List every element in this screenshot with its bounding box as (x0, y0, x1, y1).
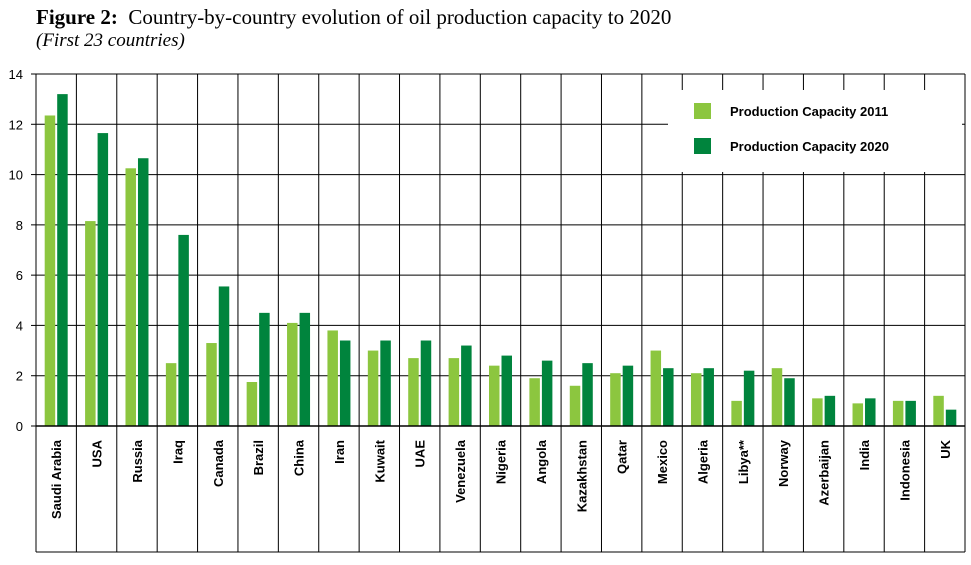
y-tick-label: 0 (16, 419, 23, 434)
bar-2020 (945, 409, 957, 426)
bar-2011 (287, 322, 298, 426)
bar-2020 (97, 133, 109, 427)
figure-title: Figure 2: Country-by-country evolution o… (36, 4, 671, 30)
x-tick-label: Canada (211, 439, 226, 487)
x-tick-label: Kuwait (372, 439, 387, 482)
legend: Production Capacity 2011 Production Capac… (668, 90, 962, 172)
figure-subtitle: (First 23 countries) (36, 30, 185, 51)
bar-2020 (380, 340, 391, 426)
bar-2020 (137, 158, 149, 426)
x-tick-label: Algeria (695, 439, 710, 484)
bar-2020 (905, 400, 916, 426)
legend-swatch-2011 (694, 103, 711, 119)
bar-2011 (367, 350, 379, 426)
figure-title-text: Country-by-country evolution of oil prod… (128, 5, 672, 29)
bar-2011 (85, 221, 96, 426)
bar-2020 (582, 363, 593, 426)
x-tick-labels: Saudi Arabia USA Russia Iraq Canada Brazil Chi… (49, 439, 953, 519)
x-tick-label: Norway (776, 439, 791, 487)
y-tick-label: 14 (9, 67, 23, 82)
x-tick-label: Libya** (736, 439, 751, 484)
bar-2020 (420, 340, 432, 426)
x-tick-label: Saudi Arabia (49, 439, 64, 519)
bar-2011 (125, 168, 136, 427)
bar-2020 (541, 360, 553, 426)
x-tick-label: Nigeria (494, 439, 509, 484)
x-tick-label: India (857, 439, 872, 470)
x-tick-label: Iran (332, 440, 347, 464)
x-tick-label: Indonesia (897, 439, 912, 500)
bar-2020 (622, 365, 634, 426)
x-tick-label: China (292, 439, 307, 476)
bar-2011 (690, 373, 702, 426)
x-tick-label: USA (90, 439, 105, 467)
x-tick-label: Russia (130, 439, 145, 482)
figure-heading: Figure 2: Country-by-country evolution o… (36, 4, 671, 52)
bar-2011 (165, 363, 177, 426)
x-tick-label: Qatar (615, 440, 630, 474)
x-tick-label: Venezuela (453, 439, 468, 503)
bar-2020 (178, 234, 189, 426)
y-tick-label: 4 (16, 318, 23, 333)
bar-2020 (218, 286, 230, 426)
bar-2011 (812, 398, 823, 426)
bar-2011 (246, 382, 258, 426)
bar-2020 (299, 312, 311, 426)
bar-2011 (771, 368, 783, 426)
legend-box (668, 90, 962, 172)
bar-2020 (663, 368, 674, 426)
x-tick-label: Azerbaijan (817, 440, 832, 506)
bar-2020 (865, 398, 876, 426)
bar-2011 (206, 343, 217, 426)
bar-2011 (448, 358, 460, 426)
x-tick-label: Mexico (655, 440, 670, 484)
x-tick-label: UK (938, 439, 953, 458)
x-tick-label: Angola (534, 439, 549, 484)
bar-2011 (489, 365, 500, 426)
x-tick-label: Brazil (251, 440, 266, 475)
figure-label: Figure 2: (36, 5, 118, 29)
legend-swatch-2020 (694, 138, 711, 154)
x-tick-label: Iraq (170, 440, 185, 464)
bar-2011 (327, 330, 338, 426)
y-tick-label: 10 (9, 168, 23, 183)
y-tick-label: 12 (9, 117, 23, 132)
bar-2011 (933, 395, 944, 426)
bar-2020 (703, 368, 714, 426)
y-tick-label: 2 (16, 369, 23, 384)
bar-2011 (44, 115, 56, 426)
bar-2020 (339, 340, 351, 426)
bar-2011 (408, 358, 419, 426)
bar-2011 (852, 403, 864, 426)
bar-2011 (610, 373, 621, 426)
y-tick-label: 8 (16, 218, 23, 233)
legend-label-2020: Production Capacity 2020 (730, 139, 889, 154)
bar-2011 (529, 378, 540, 426)
bar-2020 (743, 370, 755, 426)
bar-2020 (461, 345, 472, 426)
y-tick-labels: 0 2 4 6 8 10 12 14 (9, 67, 23, 434)
bar-2011 (892, 400, 904, 426)
bar-2011 (569, 385, 581, 426)
x-tick-label: Kazakhstan (574, 440, 589, 512)
bar-series (44, 94, 957, 427)
bar-2020 (57, 94, 68, 426)
x-tick-label: UAE (413, 440, 428, 468)
bar-2020 (824, 395, 836, 426)
bar-2020 (501, 355, 512, 426)
bar-2011 (650, 350, 662, 426)
legend-label-2011: Production Capacity 2011 (730, 104, 888, 119)
bar-2020 (259, 312, 270, 426)
y-tick-label: 6 (16, 268, 23, 283)
bar-2020 (784, 378, 795, 426)
axes (31, 73, 965, 553)
bar-2011 (731, 400, 742, 426)
